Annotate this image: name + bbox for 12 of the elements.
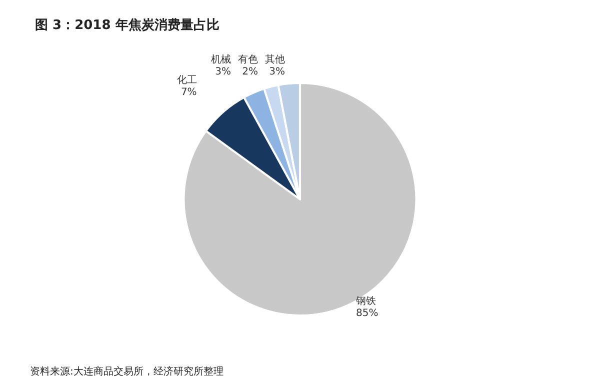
chart-title: 图 3：2018 年焦炭消费量占比 xyxy=(35,18,220,33)
slice-label: 机械 xyxy=(211,54,231,66)
data-label: 85% xyxy=(356,308,378,319)
data-label: 2% xyxy=(242,66,258,78)
data-label: 3% xyxy=(269,66,285,78)
data-label: 7% xyxy=(180,86,197,98)
slice-label: 钢铁 xyxy=(355,294,376,307)
slice-label: 化工 xyxy=(176,74,197,86)
slice-label: 其他 xyxy=(265,54,285,66)
data-label: 3% xyxy=(215,66,231,78)
slice-label: 有色 xyxy=(238,54,258,66)
text: 资料来源:大连商品交易所，经济研究所整理 xyxy=(30,366,224,378)
